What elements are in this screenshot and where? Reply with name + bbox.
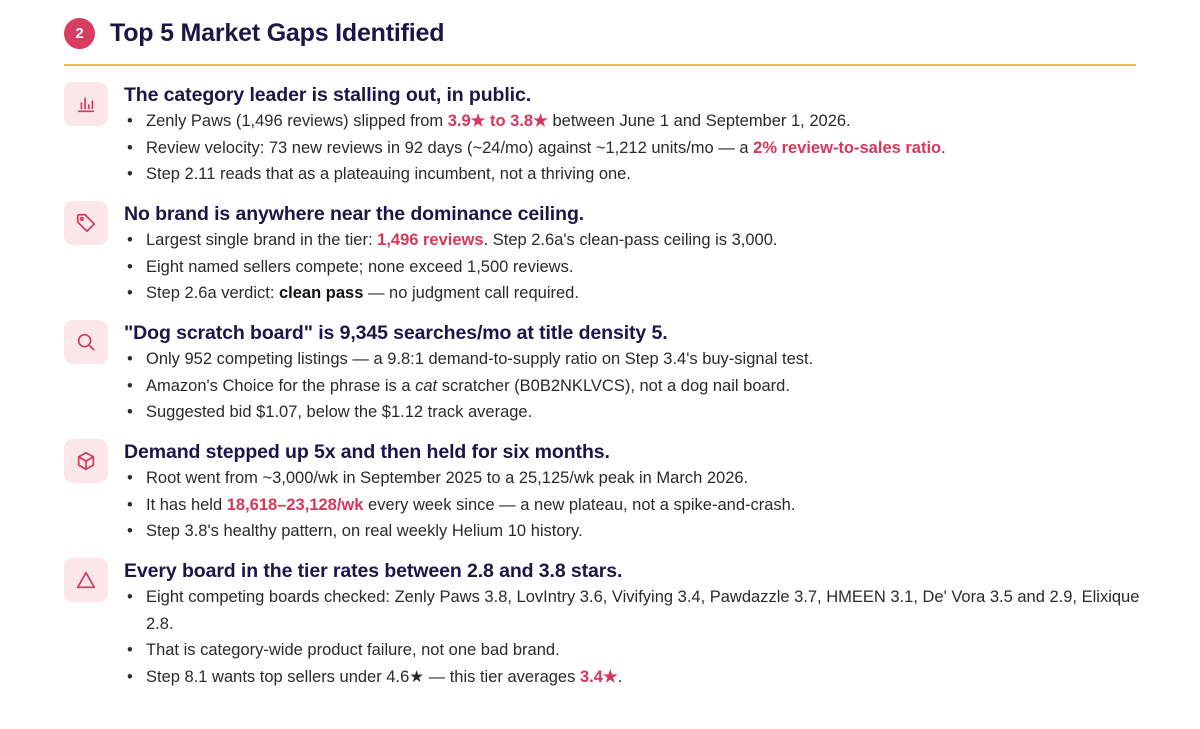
gap-bullets: Only 952 competing listings — a 9.8:1 de… xyxy=(124,346,1144,426)
search-icon xyxy=(64,320,108,364)
gap-title: Every board in the tier rates between 2.… xyxy=(124,560,623,582)
bullet: Review velocity: 73 new reviews in 92 da… xyxy=(124,135,1144,162)
bullet: Step 2.11 reads that as a plateauing inc… xyxy=(124,161,1144,188)
bullet: Root went from ~3,000/wk in September 20… xyxy=(124,465,1144,492)
gap-bullets: Zenly Paws (1,496 reviews) slipped from … xyxy=(124,108,1144,188)
bullet: Eight named sellers compete; none exceed… xyxy=(124,254,1144,281)
gap-title: The category leader is stalling out, in … xyxy=(124,84,532,106)
bullet: Only 952 competing listings — a 9.8:1 de… xyxy=(124,346,1144,373)
bullet: Step 2.6a verdict: clean pass — no judgm… xyxy=(124,280,1144,307)
bullet: That is category-wide product failure, n… xyxy=(124,637,1144,664)
bar-chart-icon xyxy=(64,82,108,126)
page-title: Top 5 Market Gaps Identified xyxy=(110,19,445,47)
tag-icon xyxy=(64,201,108,245)
bullet: Step 3.8's healthy pattern, on real week… xyxy=(124,518,1144,545)
box-icon xyxy=(64,439,108,483)
section-number-badge: 2 xyxy=(64,18,95,49)
gap-bullets: Largest single brand in the tier: 1,496 … xyxy=(124,227,1144,307)
gap-title: No brand is anywhere near the dominance … xyxy=(124,203,585,225)
gap-bullets: Root went from ~3,000/wk in September 20… xyxy=(124,465,1144,545)
gap-title: Demand stepped up 5x and then held for s… xyxy=(124,441,610,463)
gap-title: "Dog scratch board" is 9,345 searches/mo… xyxy=(124,322,668,344)
section-header: 2 Top 5 Market Gaps Identified xyxy=(64,18,444,49)
bullet: Zenly Paws (1,496 reviews) slipped from … xyxy=(124,108,1144,135)
bullet: Largest single brand in the tier: 1,496 … xyxy=(124,227,1144,254)
bullet: Suggested bid $1.07, below the $1.12 tra… xyxy=(124,399,1144,426)
gap-bullets: Eight competing boards checked: Zenly Pa… xyxy=(124,584,1144,690)
bullet: It has held 18,618–23,128/wk every week … xyxy=(124,492,1144,519)
bullet: Eight competing boards checked: Zenly Pa… xyxy=(124,584,1144,637)
bullet: Amazon's Choice for the phrase is a cat … xyxy=(124,373,1144,400)
warning-triangle-icon xyxy=(64,558,108,602)
title-divider xyxy=(64,64,1136,66)
bullet: Step 8.1 wants top sellers under 4.6★ — … xyxy=(124,664,1144,691)
